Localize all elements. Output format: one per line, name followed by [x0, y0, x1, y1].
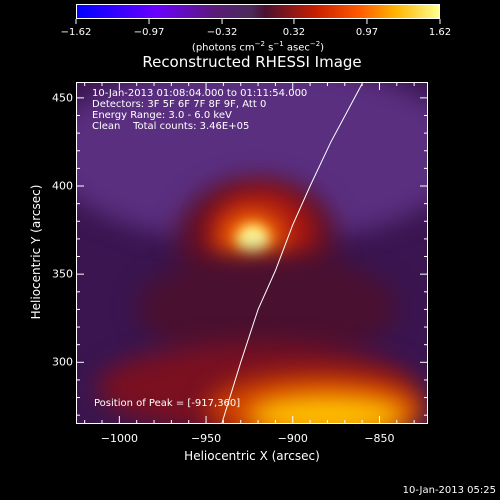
colorbar-tick-label: −0.32: [206, 27, 238, 38]
time-range-text: 10-Jan-2013 01:08:04.000 to 01:11:54.000: [92, 88, 308, 99]
clean-counts-text: Clean Total counts: 3.46E+05: [92, 121, 307, 132]
y-tick-label: 400: [52, 179, 73, 193]
y-tick-label: 450: [52, 91, 73, 105]
colorbar: [76, 4, 440, 19]
energy-text: Energy Range: 3.0 - 6.0 keV: [92, 110, 232, 121]
x-tick-label: −950: [190, 432, 222, 445]
colorbar-tick-label: −1.62: [60, 27, 92, 38]
x-tick-label: −900: [277, 432, 308, 445]
colorbar-tick-label: 0.97: [355, 27, 379, 38]
x-tick-label: −1000: [100, 432, 138, 445]
y-tick-label: 350: [52, 267, 73, 281]
peak-position-text: Position of Peak = [-917,360]: [94, 398, 241, 409]
y-axis-label: Heliocentric Y (arcsec): [29, 184, 43, 320]
colorbar-tick-label: 1.62: [428, 27, 452, 38]
y-tick-label: 300: [52, 355, 73, 369]
heatmap-image: [76, 82, 428, 424]
clean-label: Clean: [92, 121, 121, 132]
annotation-block: 10-Jan-2013 01:08:04.000 to 01:11:54.000…: [92, 88, 307, 132]
solar-limb-line: [221, 83, 363, 425]
colorbar-tick-label: −0.97: [133, 27, 165, 38]
footer-date: 10-Jan-2013 05:25: [402, 485, 496, 496]
x-tick-label: −850: [364, 432, 395, 445]
colorbar-tick-label: 0.32: [282, 27, 306, 38]
colorbar-units: (photons cm−2 s−1 asec−2): [191, 40, 325, 54]
chart-title: Reconstructed RHESSI Image: [142, 53, 362, 71]
detectors-text: Detectors: 3F 5F 6F 7F 8F 9F, Att 0: [92, 99, 267, 110]
x-axis-label: Heliocentric X (arcsec): [184, 449, 320, 463]
total-counts: Total counts: 3.46E+05: [133, 121, 250, 132]
